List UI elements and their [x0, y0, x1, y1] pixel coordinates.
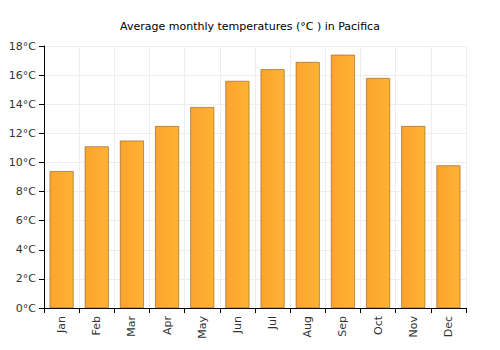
svg-text:Jan: Jan — [55, 316, 68, 334]
svg-text:4°C: 4°C — [16, 243, 36, 256]
svg-text:Jun: Jun — [231, 316, 244, 334]
svg-text:Jul: Jul — [266, 316, 279, 330]
svg-text:6°C: 6°C — [16, 214, 36, 227]
svg-text:Nov: Nov — [407, 316, 420, 338]
svg-text:18°C: 18°C — [9, 40, 36, 53]
svg-text:Dec: Dec — [442, 316, 455, 337]
svg-text:Apr: Apr — [161, 316, 174, 336]
svg-text:May: May — [196, 316, 209, 339]
svg-text:Sep: Sep — [336, 316, 349, 337]
svg-text:Aug: Aug — [301, 316, 314, 337]
svg-text:14°C: 14°C — [9, 98, 36, 111]
svg-text:10°C: 10°C — [9, 156, 36, 169]
svg-text:8°C: 8°C — [16, 185, 36, 198]
svg-text:Oct: Oct — [372, 315, 385, 335]
svg-text:16°C: 16°C — [9, 69, 36, 82]
svg-text:Mar: Mar — [125, 316, 138, 337]
svg-text:Average monthly temperatures (: Average monthly temperatures (°C ) in Pa… — [120, 20, 380, 33]
svg-text:Feb: Feb — [90, 316, 103, 335]
svg-text:0°C: 0°C — [16, 302, 36, 315]
svg-text:12°C: 12°C — [9, 127, 36, 140]
svg-text:2°C: 2°C — [16, 272, 36, 285]
